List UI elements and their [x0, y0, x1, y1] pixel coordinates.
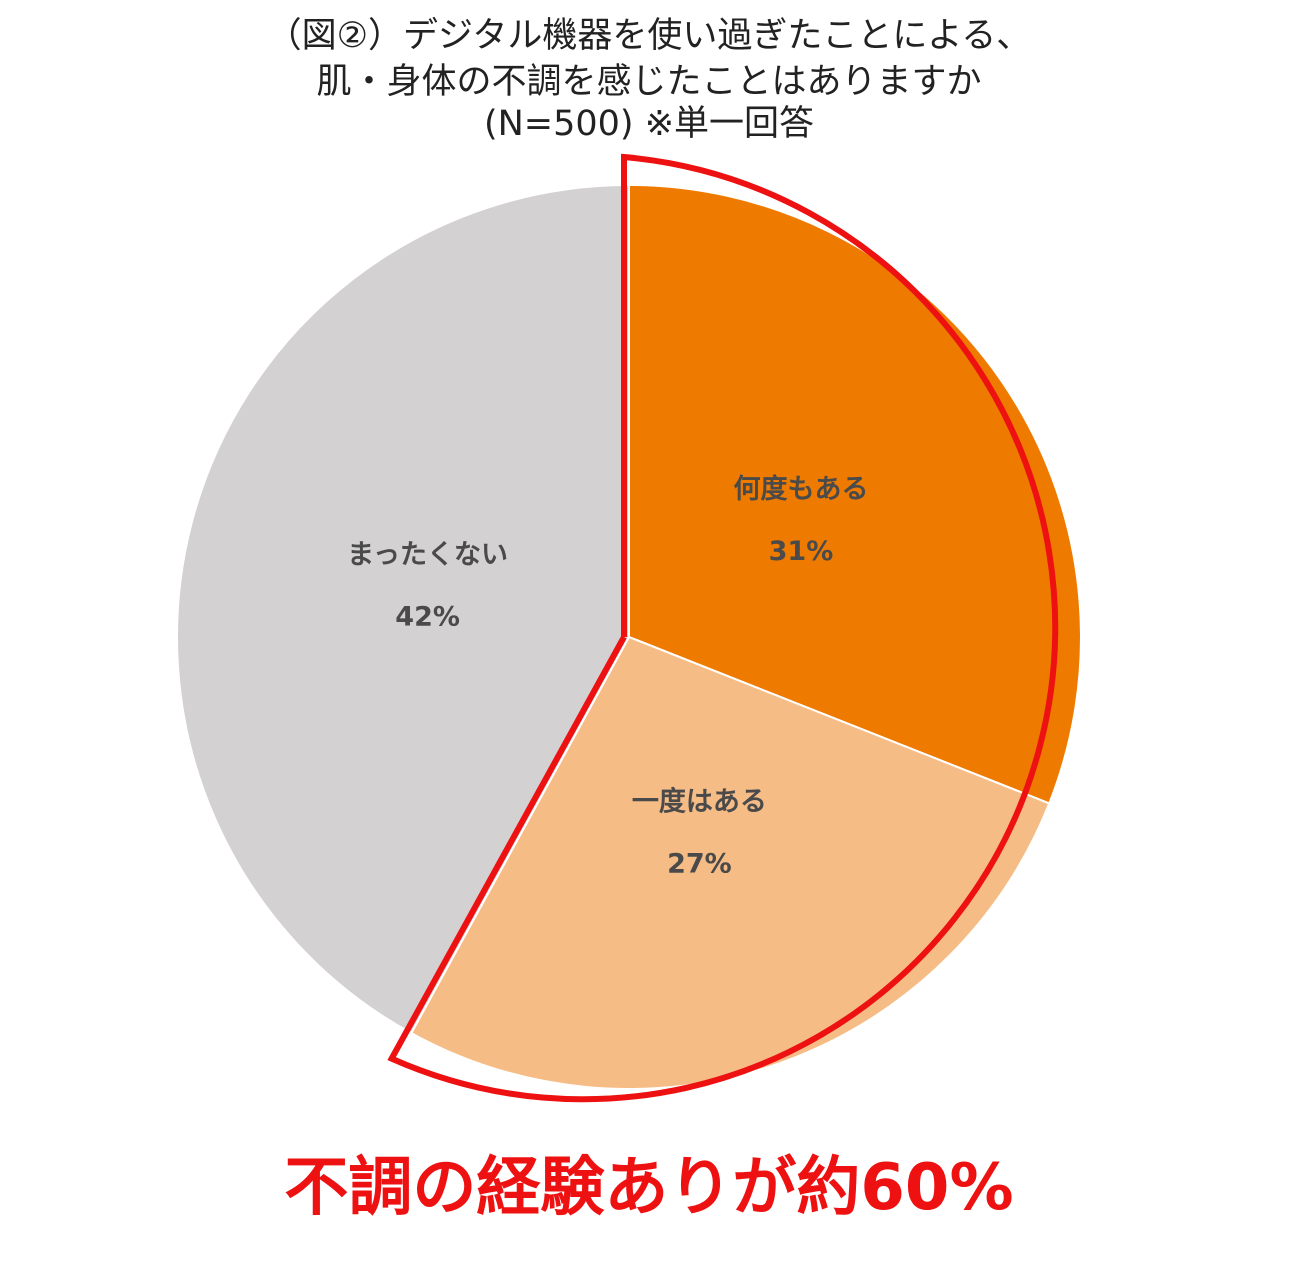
chart-title-line-1: （図②）デジタル機器を使い過ぎたことによる、 [266, 16, 1032, 56]
slice-label-never-value: 42% [395, 601, 460, 632]
pie-slice-once [409, 635, 1051, 1090]
slice-label-frequent-value: 31% [769, 536, 834, 567]
slice-label-once-category: 一度はある [632, 786, 767, 818]
highlight-outline [387, 153, 1059, 1103]
slice-label-frequent-category: 何度もある [733, 473, 868, 505]
slice-labels: 何度もある 31% 一度はある 27% まったくない 42% [347, 473, 868, 879]
chart-title-line-3: (N=500) ※単一回答 [483, 104, 815, 144]
callout-text: 不調の経験ありが約60% [284, 1151, 1014, 1225]
pie-slices [176, 183, 1082, 1090]
pie-slice-never [176, 183, 630, 1035]
chart-title-line-2: 肌・身体の不調を感じたことはありますか [316, 62, 982, 102]
slice-label-never-category: まったくない [347, 539, 508, 570]
slice-label-once-value: 27% [667, 849, 732, 880]
pie-slice-frequent [628, 183, 1082, 805]
